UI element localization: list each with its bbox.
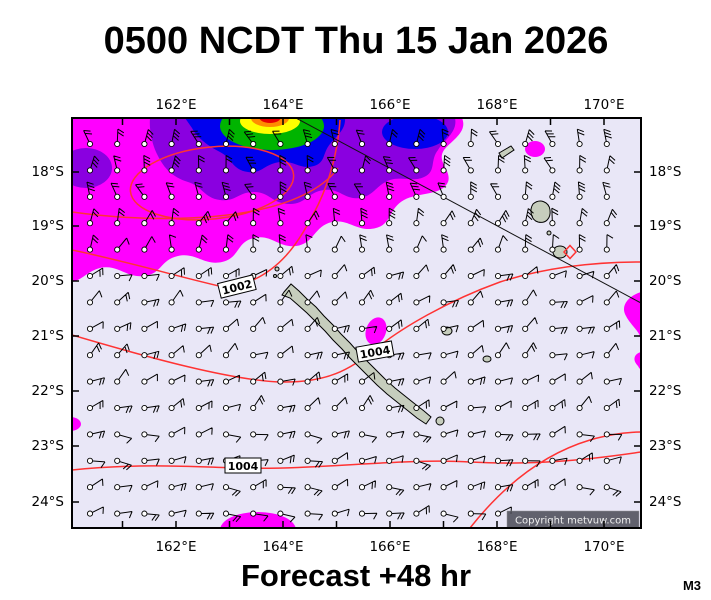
lon-label-top: 168°E — [476, 97, 517, 113]
timestamp-title: 0500 NCDT Thu 15 Jan 2026 — [104, 20, 609, 62]
lon-label-bottom: 166°E — [369, 539, 410, 555]
isobar-line-1002 — [72, 119, 341, 289]
isobar-label-1004-south: 1004 — [224, 457, 262, 474]
rain-area-heavy-east — [382, 118, 448, 149]
lon-label-top: 170°E — [583, 97, 624, 113]
rain-area-extreme — [259, 118, 281, 123]
lat-label-left: 21°S — [32, 328, 65, 344]
rain-patch-left-edge — [72, 417, 81, 431]
isobar-label-text: 1004 — [228, 460, 259, 473]
isobar-line-inner-arc — [72, 167, 339, 220]
model-tag: M3 — [683, 578, 701, 593]
new-caledonia-island — [281, 283, 432, 425]
ouvea-island — [498, 145, 515, 159]
isobar-line-low-loop — [129, 145, 295, 221]
belep-islet-1 — [274, 266, 280, 272]
lat-label-right: 24°S — [649, 494, 682, 510]
rain-patch-right-edge-2 — [634, 352, 641, 370]
lat-label-right: 21°S — [649, 328, 682, 344]
lat-label-left: 19°S — [32, 218, 65, 234]
land-areas — [273, 145, 568, 426]
lifou-island — [530, 200, 551, 223]
rain-patch-north — [525, 141, 545, 157]
isobar-label-1002: 1002 — [216, 274, 257, 299]
lon-label-top: 162°E — [155, 97, 196, 113]
lat-label-right: 19°S — [649, 218, 682, 234]
isobar-label-box — [355, 340, 395, 363]
lon-label-bottom: 168°E — [476, 539, 517, 555]
isobar-line-1004-south — [72, 451, 641, 471]
trough-line — [295, 118, 641, 304]
lat-label-right: 18°S — [649, 164, 682, 180]
lat-label-left: 24°S — [32, 494, 65, 510]
rain-patch-right-edge-1 — [623, 292, 641, 338]
lat-label-right: 23°S — [649, 438, 682, 454]
lat-label-left: 22°S — [32, 383, 65, 399]
tick-marks — [72, 118, 641, 528]
lon-label-bottom: 170°E — [583, 539, 624, 555]
lat-label-left: 18°S — [32, 164, 65, 180]
isobar-label-1004-mid: 1004 — [355, 340, 395, 363]
forecast-lead-label: Forecast +48 hr — [241, 558, 471, 593]
copyright-text: Copyright metvuw.com — [515, 516, 631, 527]
lat-label-left: 20°S — [32, 273, 65, 289]
copyright-badge: Copyright metvuw.com — [506, 510, 640, 529]
lon-label-top: 164°E — [262, 97, 303, 113]
rain-area-moderate-left — [72, 148, 112, 188]
wind-barbs — [83, 128, 623, 523]
lat-label-right: 22°S — [649, 383, 682, 399]
tiga-islet — [546, 230, 552, 236]
lat-label-left: 23°S — [32, 438, 65, 454]
isobar-line-southeast — [469, 431, 641, 528]
frame-ticks — [72, 118, 641, 528]
lon-label-bottom: 162°E — [155, 539, 196, 555]
map-frame — [71, 117, 642, 529]
rain-patch-central — [365, 317, 387, 345]
offshore-islet-2 — [482, 355, 492, 363]
belep-islet-2 — [273, 274, 277, 278]
lat-label-right: 20°S — [649, 273, 682, 289]
storm-marker — [562, 244, 578, 260]
isobar-label-text: 1004 — [359, 343, 392, 361]
ile-des-pins-island — [435, 416, 445, 426]
wind-barb-staffs — [83, 128, 623, 523]
isobar-label-box — [216, 274, 257, 299]
lon-label-top: 166°E — [369, 97, 410, 113]
wind-barb-stations — [86, 141, 610, 517]
lon-label-bottom: 164°E — [262, 539, 303, 555]
isobar-label-box — [224, 457, 262, 474]
